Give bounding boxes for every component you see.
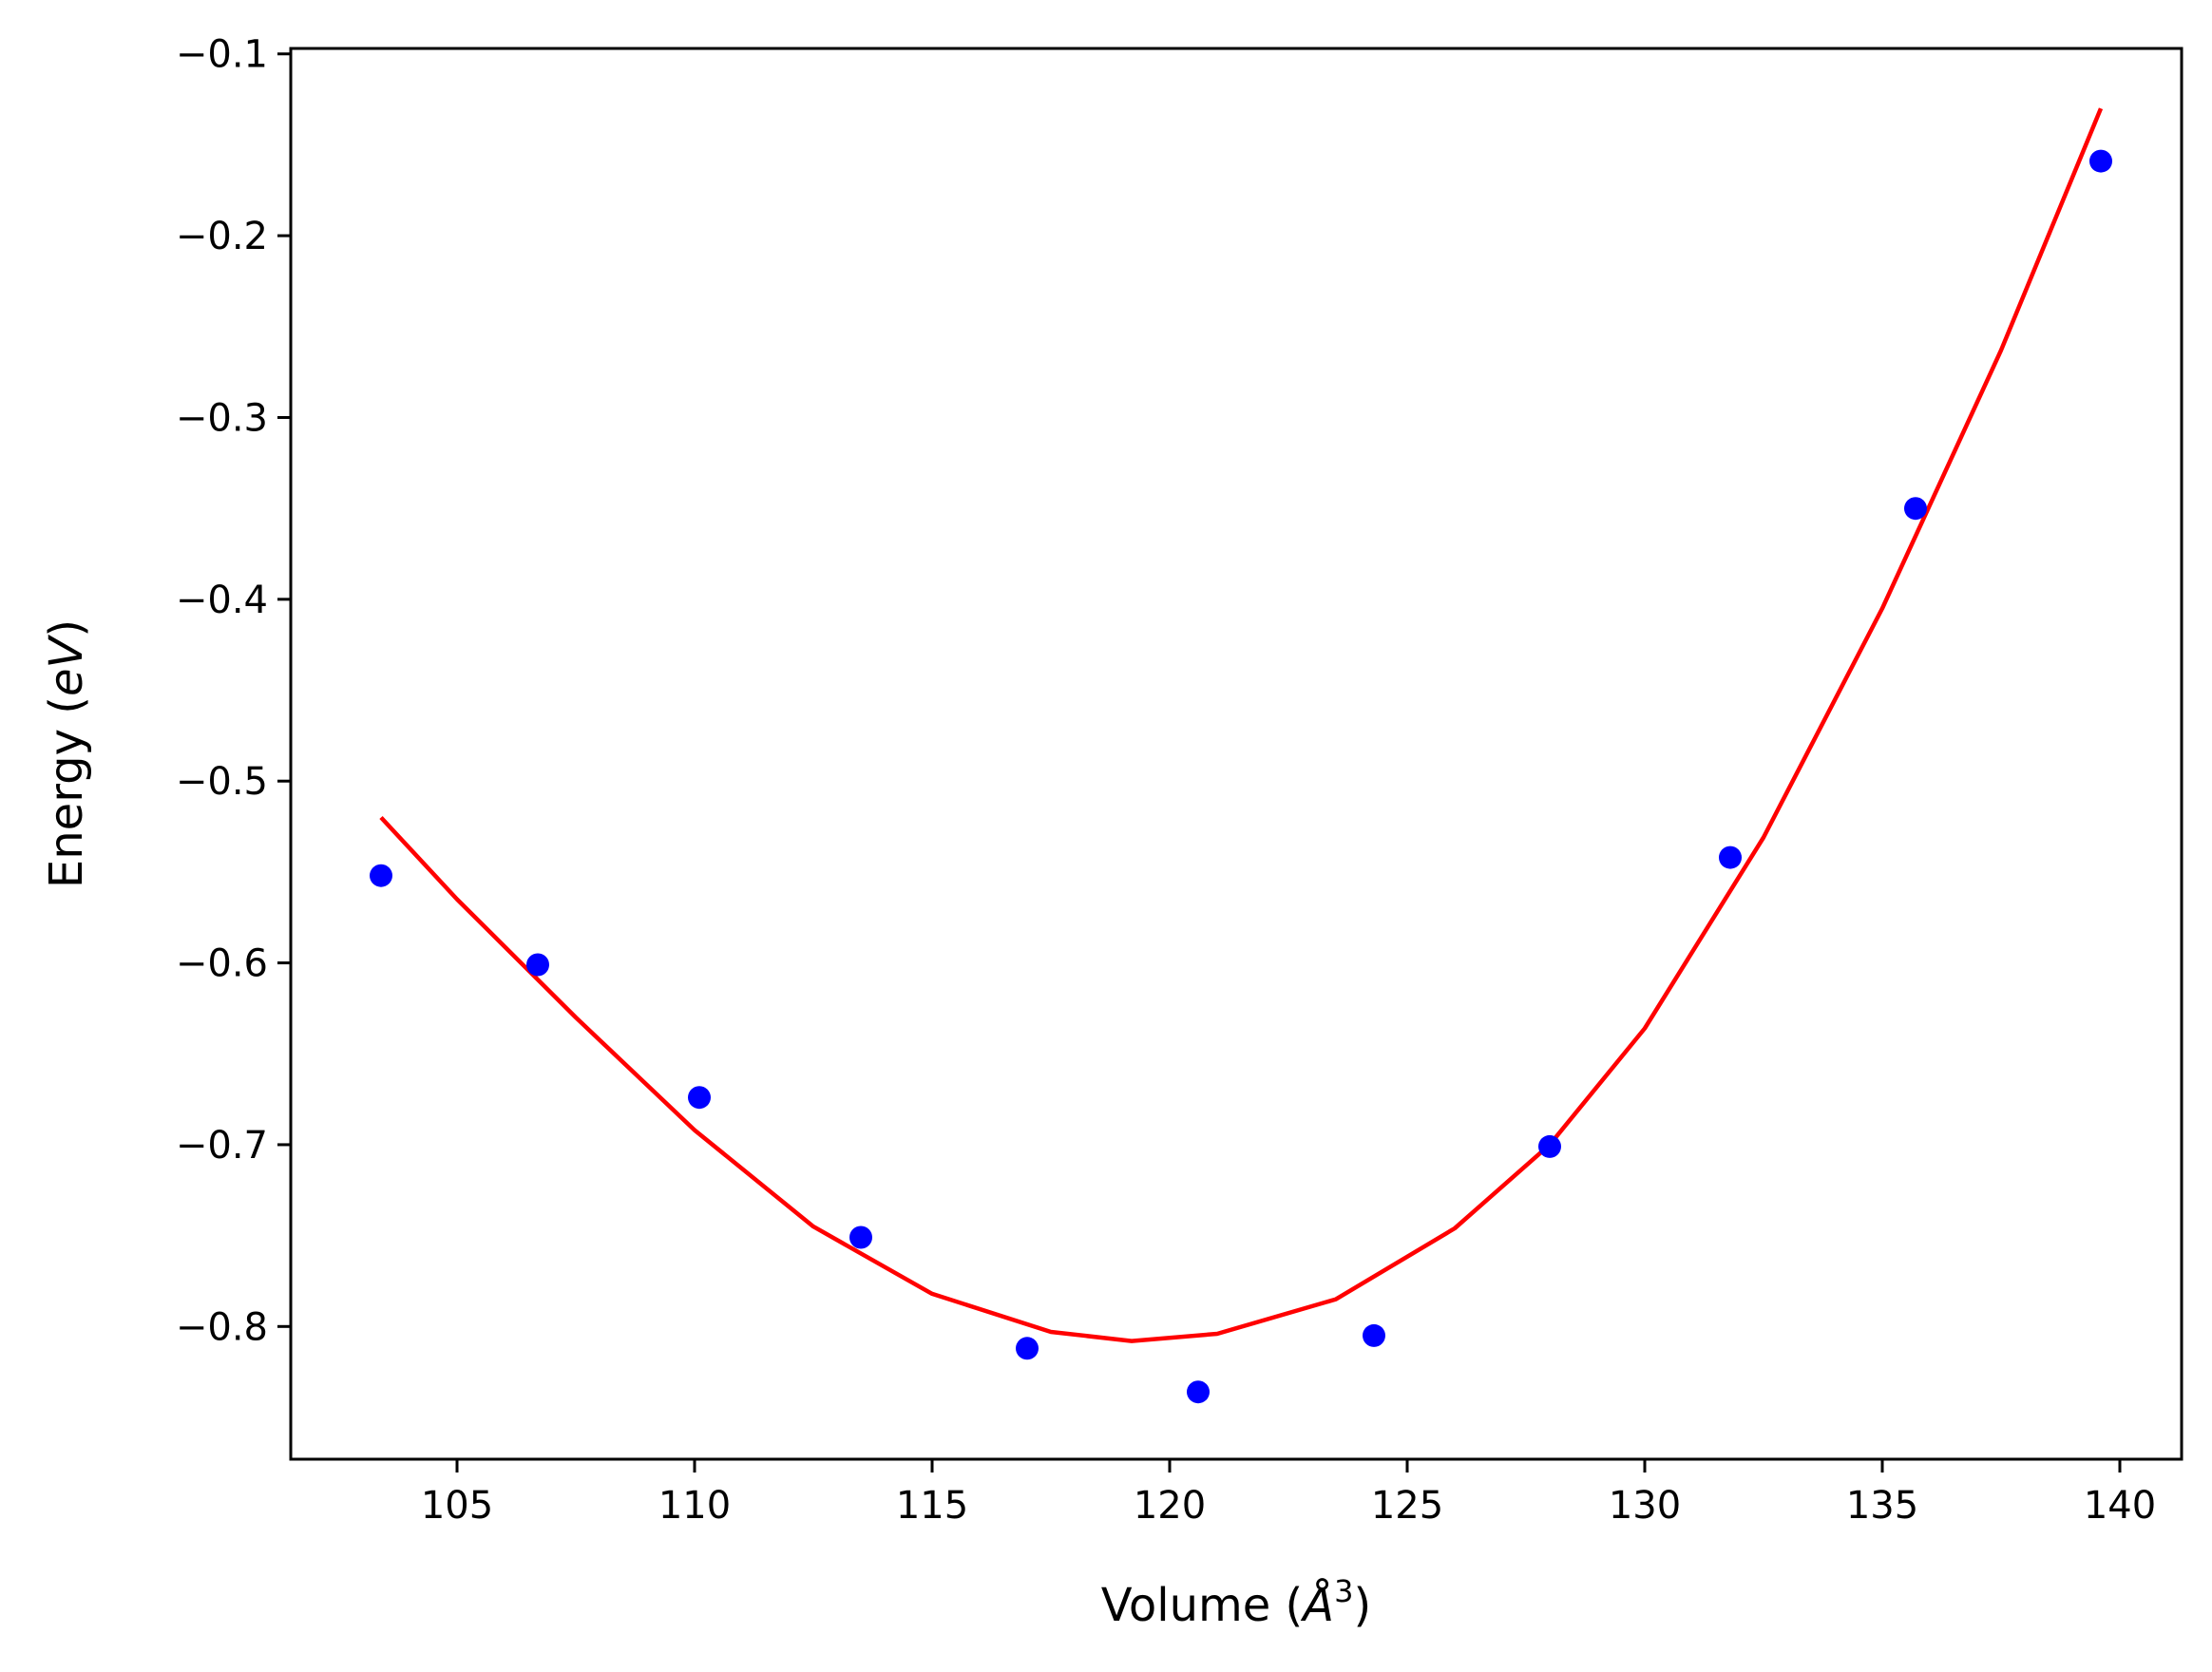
data-point — [370, 864, 392, 887]
y-tick-label: −0.8 — [176, 1305, 268, 1349]
y-axis-ticks: −0.1 −0.2 −0.3 −0.4 −0.5 −0.6 −0.7 −0.8 — [176, 33, 291, 1349]
x-axis-ticks: 105 110 115 120 125 130 135 140 — [421, 1459, 2156, 1528]
data-point — [849, 1226, 872, 1249]
data-point — [526, 953, 549, 977]
plot-frame — [289, 47, 2183, 1461]
x-tick-label: 130 — [1609, 1484, 1681, 1528]
y-tick-label: −0.6 — [176, 942, 268, 986]
data-point — [1016, 1337, 1039, 1360]
x-axis-title: Volume (Å3) — [1101, 1573, 1371, 1632]
y-axis-title-prefix: Energy ( — [40, 696, 93, 888]
x-tick-label: 120 — [1134, 1484, 1206, 1528]
y-axis-title-unit: eV — [40, 635, 93, 697]
y-tick-label: −0.7 — [176, 1124, 268, 1168]
x-axis-title-exponent: 3 — [1334, 1573, 1353, 1609]
data-point — [1538, 1134, 1561, 1158]
x-tick-label: 135 — [1846, 1484, 1918, 1528]
data-point — [1187, 1380, 1210, 1404]
y-tick-label: −0.4 — [176, 579, 268, 622]
x-axis-title-suffix: ) — [1353, 1579, 1371, 1632]
y-axis-title-suffix: ) — [40, 619, 93, 637]
x-axis-title-unit: Å — [1300, 1578, 1334, 1632]
plot-marks — [370, 107, 2112, 1404]
y-tick-label: −0.2 — [176, 215, 268, 258]
data-point — [1719, 846, 1742, 869]
data-point — [1904, 497, 1927, 521]
fit-curve-line — [379, 107, 2104, 1343]
data-point — [2089, 149, 2112, 173]
y-tick-label: −0.5 — [176, 760, 268, 804]
x-tick-label: 140 — [2084, 1484, 2156, 1528]
x-tick-label: 105 — [421, 1484, 493, 1528]
data-point — [1363, 1323, 1385, 1347]
y-tick-label: −0.1 — [176, 33, 268, 77]
x-tick-label: 115 — [896, 1484, 968, 1528]
x-axis-title-prefix: Volume ( — [1101, 1579, 1304, 1632]
data-point — [688, 1086, 711, 1110]
x-tick-label: 110 — [658, 1484, 731, 1528]
x-tick-label: 125 — [1371, 1484, 1443, 1528]
y-tick-label: −0.3 — [176, 396, 268, 440]
y-axis-title: Energy (eV) — [40, 619, 93, 888]
